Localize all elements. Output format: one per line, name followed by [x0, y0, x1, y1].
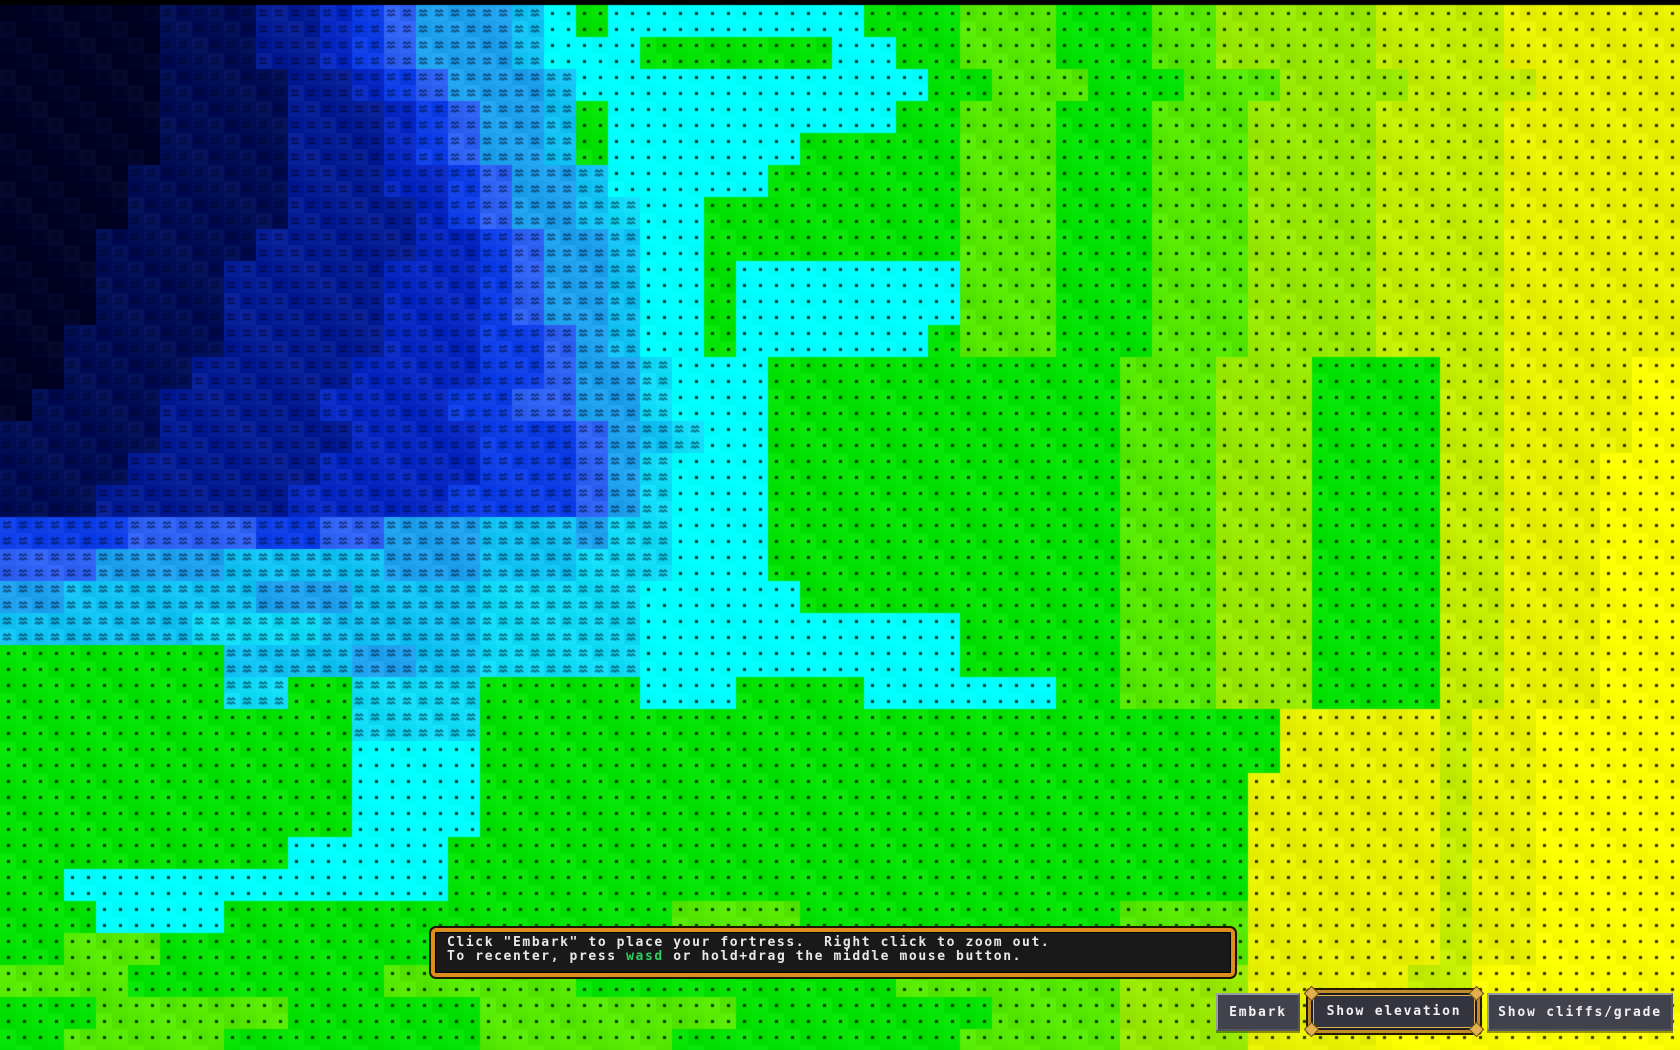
show-elevation-label: Show elevation: [1326, 1004, 1462, 1019]
message-line-2-prefix: To recenter, press: [447, 949, 627, 964]
message-line-2-suffix: or hold+drag the middle mouse button.: [663, 949, 1023, 964]
message-box: Click "Embark" to place your fortress. R…: [431, 928, 1235, 977]
message-line-2: To recenter, press wasd or hold+drag the…: [447, 950, 1231, 964]
message-line-1: Click "Embark" to place your fortress. R…: [447, 935, 1051, 950]
wasd-key-highlight: wasd: [626, 949, 664, 964]
show-elevation-button[interactable]: Show elevation: [1303, 985, 1485, 1038]
show-cliffs-grade-button[interactable]: Show cliffs/grade: [1487, 993, 1673, 1031]
embark-button[interactable]: Embark: [1216, 993, 1300, 1031]
